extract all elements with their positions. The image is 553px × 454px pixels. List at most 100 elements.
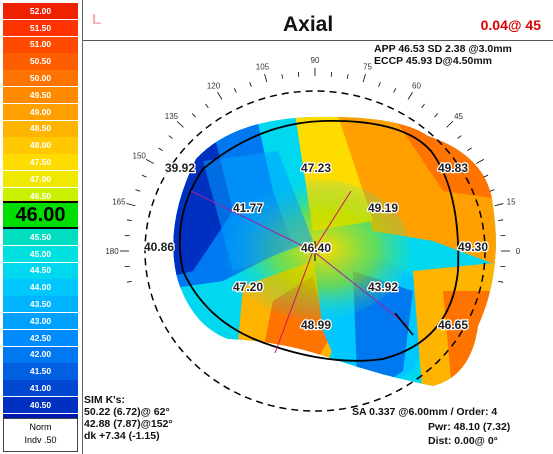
degree-label: 75	[363, 63, 372, 72]
flat-axis-line	[190, 190, 314, 252]
scale-step: 44.50	[3, 262, 78, 279]
degree-tick	[191, 113, 196, 118]
degree-tick	[141, 174, 147, 178]
axial-map[interactable]: 0 15 45 60 75 90 105 120 135 150 165 180 39.92 47.23…	[83, 41, 553, 454]
pwr-readout: Pwr: 48.10 (7.32)	[428, 421, 511, 433]
scale-step: 48.50	[3, 120, 78, 137]
degree-tick	[362, 73, 366, 83]
scale-step: 43.50	[3, 296, 78, 313]
map-value-label: 46.65	[438, 318, 468, 332]
degree-tick	[217, 92, 223, 100]
scale-step: 41.00	[3, 380, 78, 397]
scale-step: 46.50	[3, 187, 78, 205]
degree-label: 0	[516, 247, 521, 256]
scale-step: 44.00	[3, 279, 78, 296]
degree-tick	[489, 189, 495, 192]
scale-step: 41.50	[3, 363, 78, 380]
norm-label: Norm	[29, 422, 52, 432]
simk-steep: 50.22 (6.72)@ 62°	[84, 406, 170, 418]
degree-tick	[421, 103, 425, 109]
eye-indicator: L	[92, 11, 102, 28]
map-value-label: 49.30	[458, 240, 488, 254]
scale-step: 40.50	[3, 397, 78, 414]
degree-label: 90	[311, 56, 320, 65]
degree-tick	[407, 92, 413, 100]
scale-step: 49.50	[3, 87, 78, 104]
degree-tick	[281, 74, 284, 79]
map-value-label: 43.92	[368, 280, 398, 294]
center-crosshair-icon	[305, 241, 325, 261]
norm-button[interactable]: Norm Indv .50	[3, 418, 78, 452]
degree-ticks	[120, 67, 510, 283]
degree-label: 15	[507, 198, 516, 207]
scale-step: 51.50	[3, 19, 78, 37]
degree-label: 45	[454, 112, 463, 121]
map-value-label: 41.77	[233, 201, 263, 215]
map-value-label: 49.19	[368, 201, 398, 215]
scale-step: 50.00	[3, 70, 78, 87]
degree-label: 105	[256, 63, 270, 72]
axis-marker	[394, 312, 414, 336]
map-value-label: 48.99	[301, 318, 331, 332]
degree-label: 150	[133, 152, 147, 161]
scale-step: 47.00	[3, 171, 78, 188]
steep-axis-line-2	[274, 250, 314, 354]
norm-step-label: Indv .50	[24, 435, 57, 445]
scale-step: 51.00	[3, 36, 78, 53]
degree-tick	[264, 73, 268, 83]
degree-label: 120	[207, 82, 221, 91]
scale-step: 43.00	[3, 313, 78, 330]
header-value: 0.04@ 45	[480, 17, 541, 33]
degree-labels: 0 15 45 60 75 90 105 120 135 150 165 180	[105, 56, 520, 256]
degree-tick	[205, 103, 209, 109]
scale-step: 50.50	[3, 53, 78, 70]
current-scale-value: 46.00	[3, 201, 78, 229]
degree-tick	[434, 113, 439, 118]
app-readout: APP 46.53 SD 2.38 @3.0mm	[374, 43, 512, 55]
degree-label: 60	[412, 82, 421, 91]
degree-tick	[126, 280, 132, 283]
simk-delta: dk +7.34 (-1.15)	[84, 430, 160, 442]
map-value-label: 47.20	[233, 280, 263, 294]
degree-tick	[475, 158, 485, 164]
scale-step: 42.50	[3, 329, 78, 347]
value-labels: 39.92 47.23 49.83 41.77 49.19 40.86 46.40 49.30…	[143, 160, 490, 334]
eccp-readout: ECCP 45.93 D@4.50mm	[374, 55, 493, 67]
degree-tick	[393, 88, 397, 93]
simk-title: SIM K's:	[84, 394, 126, 406]
degree-label: 135	[165, 112, 179, 121]
degree-tick	[498, 280, 504, 283]
map-value-label: 39.92	[165, 161, 195, 175]
scale-step: 48.00	[3, 137, 78, 154]
degree-tick	[483, 174, 489, 178]
degree-tick	[135, 189, 141, 192]
simk-flat: 42.88 (7.87)@152°	[84, 418, 173, 430]
color-scale: 52.00 51.50 51.00 50.50 50.00 49.50 49.00 48.50…	[0, 0, 83, 454]
scale-step: 52.00	[3, 3, 78, 20]
header-divider	[83, 40, 553, 41]
reference-circle	[144, 90, 486, 412]
degree-tick	[249, 82, 252, 87]
map-title: Axial	[283, 13, 334, 36]
scale-step: 42.00	[3, 346, 78, 363]
degree-tick	[126, 219, 132, 222]
flat-axis-line-2	[312, 250, 409, 327]
degree-label: 165	[112, 198, 126, 207]
degree-label: 180	[105, 247, 119, 256]
degree-tick	[446, 121, 454, 128]
map-header: L Axial 0.04@ 45	[83, 0, 553, 38]
degree-tick	[145, 158, 155, 164]
map-value-label: 49.83	[438, 161, 468, 175]
scale-step: 45.50	[3, 229, 78, 246]
steep-axis-line	[312, 190, 352, 252]
dist-readout: Dist: 0.00@ 0°	[428, 435, 498, 447]
degree-tick	[467, 147, 472, 152]
map-value-label: 47.23	[301, 161, 331, 175]
degree-tick	[457, 135, 462, 139]
degree-tick	[158, 147, 163, 152]
scale-step: 45.00	[3, 245, 78, 263]
scale-step: 49.00	[3, 103, 78, 121]
degree-tick	[233, 88, 237, 93]
degree-tick	[494, 203, 504, 207]
pupil-outline	[178, 120, 460, 362]
